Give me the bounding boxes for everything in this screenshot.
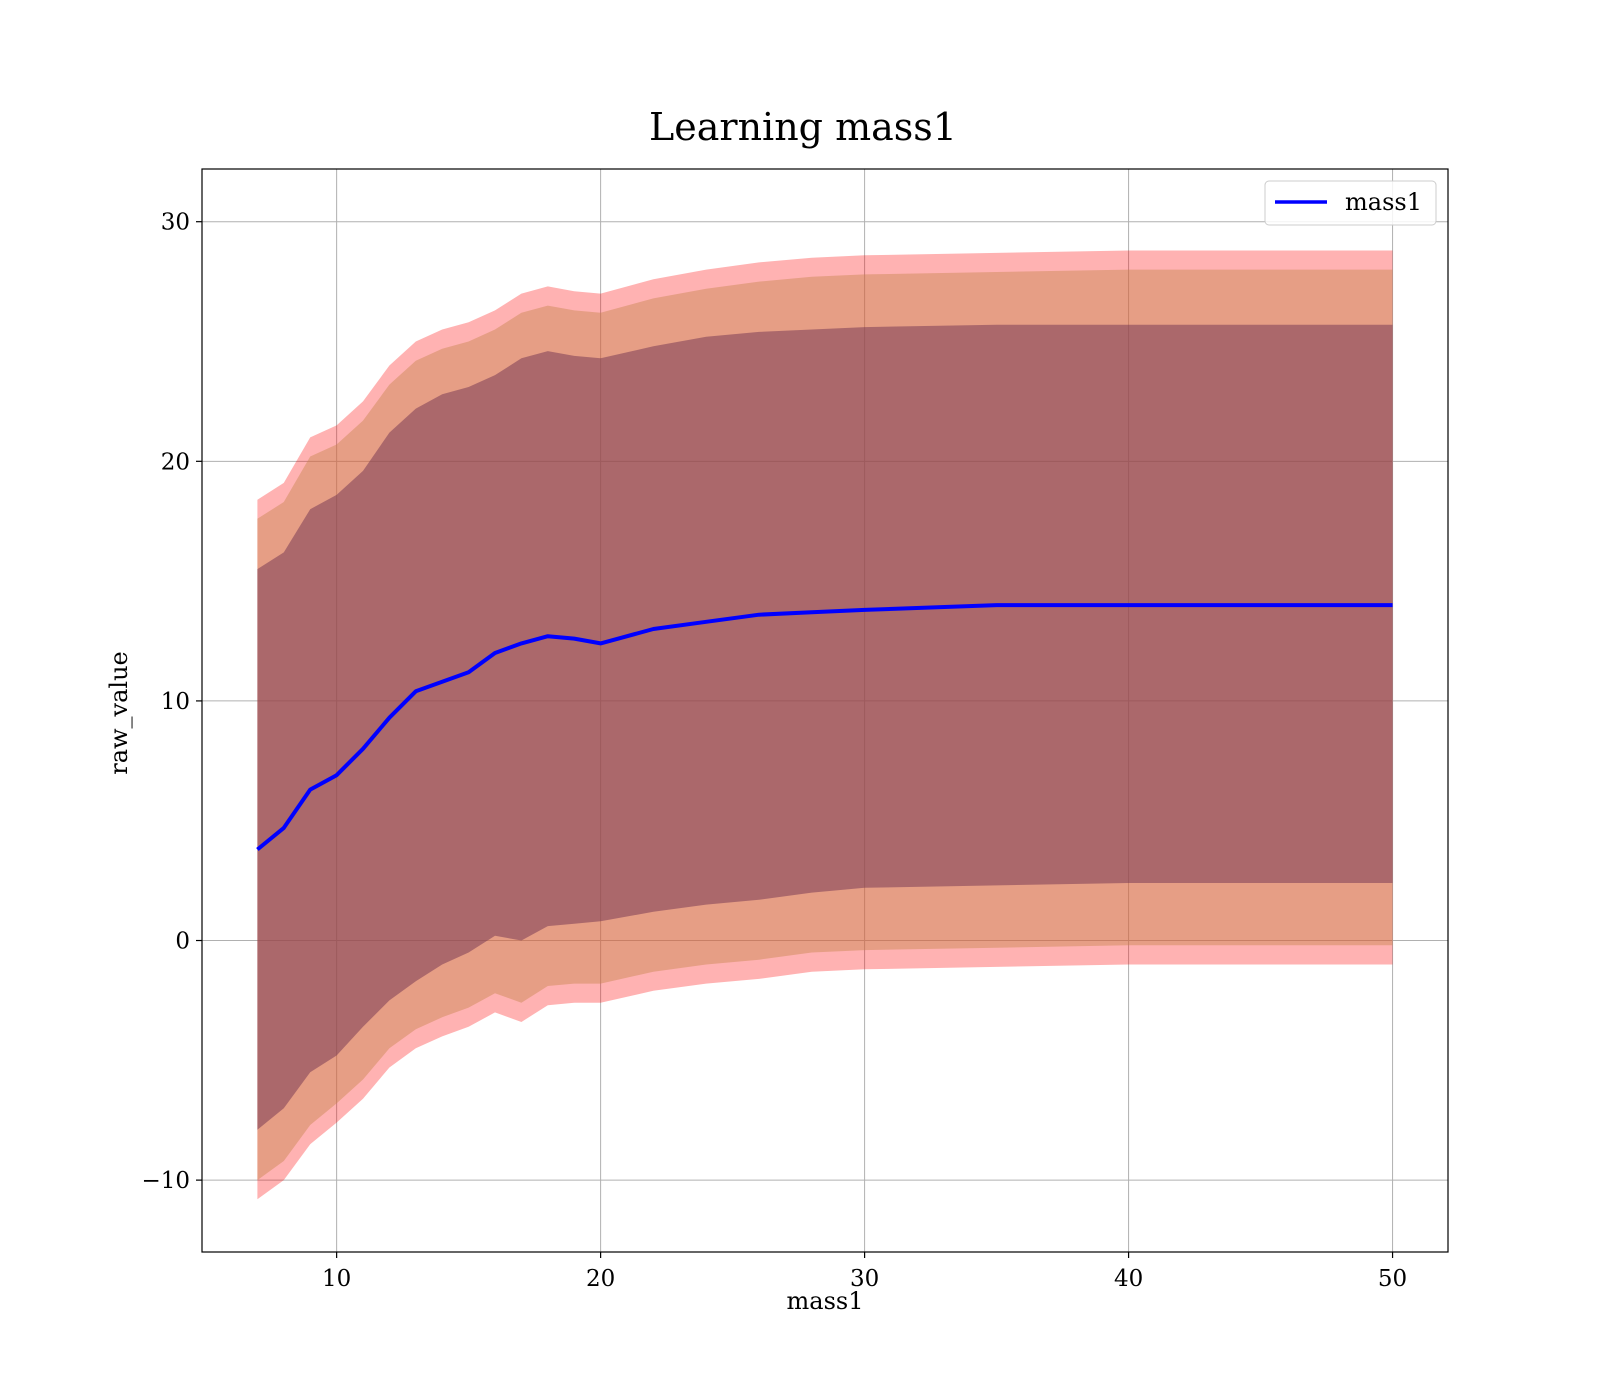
y-tick-label-3: 20 bbox=[161, 449, 190, 475]
x-tick-label-3: 40 bbox=[1114, 1266, 1143, 1292]
legend-label-mass1: mass1 bbox=[1345, 188, 1422, 216]
x-axis-label: mass1 bbox=[787, 1287, 864, 1315]
series-line-mass1 bbox=[256, 603, 1393, 852]
x-axis-ticks: 10 20 30 40 50 bbox=[322, 1252, 1407, 1292]
confidence-bands bbox=[257, 250, 1393, 1200]
legend: mass1 bbox=[1264, 180, 1437, 226]
band-inner bbox=[257, 324, 1393, 1130]
legend-box bbox=[1264, 180, 1437, 226]
y-tick-label-4: 30 bbox=[161, 210, 190, 236]
y-tick-label-1: 0 bbox=[175, 929, 190, 955]
x-tick-label-4: 50 bbox=[1378, 1266, 1407, 1292]
x-tick-label-1: 20 bbox=[586, 1266, 615, 1292]
x-tick-label-2: 30 bbox=[850, 1266, 879, 1292]
y-axis-label: raw_value bbox=[105, 651, 133, 775]
series-lines bbox=[256, 603, 1393, 852]
plot-frame bbox=[201, 168, 1449, 1253]
y-tick-label-0: −10 bbox=[141, 1168, 190, 1194]
x-tick-label-0: 10 bbox=[322, 1266, 351, 1292]
y-axis-ticks: −10 0 10 20 30 bbox=[141, 210, 202, 1194]
y-tick-label-2: 10 bbox=[161, 689, 190, 715]
chart-title: Learning mass1 bbox=[649, 105, 957, 149]
